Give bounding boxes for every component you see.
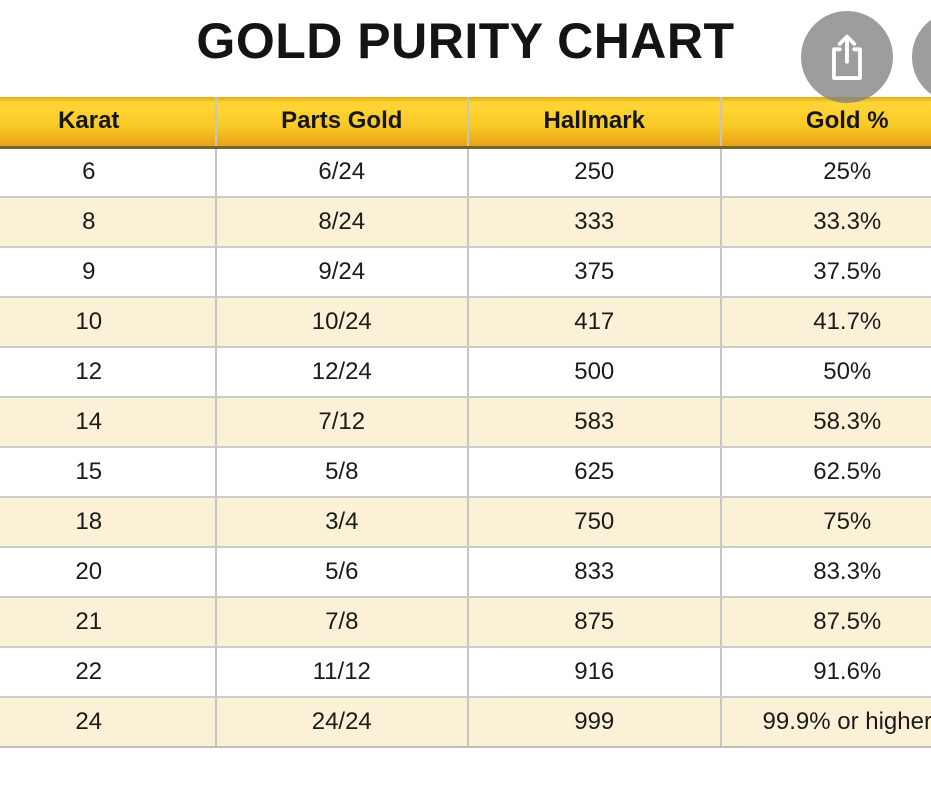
cell-karat: 12	[0, 347, 216, 398]
column-header-hallmark: Hallmark	[467, 97, 721, 149]
cell-parts-gold: 10/24	[214, 297, 468, 348]
cell-hallmark: 583	[467, 397, 721, 448]
cell-hallmark: 417	[467, 297, 721, 348]
cell-karat: 22	[0, 647, 216, 698]
gold-purity-table-wrap: Karat Parts Gold Hallmark Gold % 6 6/24 …	[0, 97, 931, 748]
cell-hallmark: 333	[467, 197, 721, 248]
cell-gold-percent: 99.9% or higher	[719, 697, 931, 748]
column-header-karat: Karat	[0, 97, 216, 149]
cell-hallmark: 916	[467, 647, 721, 698]
cell-parts-gold: 9/24	[214, 247, 468, 298]
table-row: 8 8/24 333 33.3%	[0, 197, 931, 248]
cell-karat: 10	[0, 297, 216, 348]
cell-gold-percent: 91.6%	[719, 647, 931, 698]
table-row: 20 5/6 833 83.3%	[0, 547, 931, 598]
gold-purity-table: Karat Parts Gold Hallmark Gold % 6 6/24 …	[0, 97, 931, 748]
page-title: GOLD PURITY CHART	[196, 13, 735, 69]
cell-karat: 8	[0, 197, 216, 248]
table-row: 15 5/8 625 62.5%	[0, 447, 931, 498]
cell-karat: 20	[0, 547, 216, 598]
table-body: 6 6/24 250 25% 8 8/24 333 33.3% 9 9/24 3…	[0, 147, 931, 748]
cell-parts-gold: 3/4	[214, 497, 468, 548]
cell-hallmark: 500	[467, 347, 721, 398]
cell-gold-percent: 33.3%	[719, 197, 931, 248]
cell-gold-percent: 25%	[719, 147, 931, 198]
table-row: 6 6/24 250 25%	[0, 147, 931, 198]
cell-karat: 18	[0, 497, 216, 548]
cell-parts-gold: 6/24	[214, 147, 468, 198]
table-row: 12 12/24 500 50%	[0, 347, 931, 398]
cell-gold-percent: 75%	[719, 497, 931, 548]
cell-parts-gold: 12/24	[214, 347, 468, 398]
cell-hallmark: 375	[467, 247, 721, 298]
cell-karat: 14	[0, 397, 216, 448]
share-button[interactable]	[801, 11, 893, 103]
cell-hallmark: 750	[467, 497, 721, 548]
table-row: 9 9/24 375 37.5%	[0, 247, 931, 298]
cell-karat: 21	[0, 597, 216, 648]
cell-hallmark: 250	[467, 147, 721, 198]
cell-parts-gold: 5/6	[214, 547, 468, 598]
column-header-parts-gold: Parts Gold	[214, 97, 468, 149]
cell-gold-percent: 58.3%	[719, 397, 931, 448]
cell-karat: 15	[0, 447, 216, 498]
table-row: 21 7/8 875 87.5%	[0, 597, 931, 648]
cell-gold-percent: 37.5%	[719, 247, 931, 298]
cell-karat: 6	[0, 147, 216, 198]
cell-gold-percent: 83.3%	[719, 547, 931, 598]
share-icon	[832, 34, 862, 80]
cell-hallmark: 625	[467, 447, 721, 498]
cell-karat: 9	[0, 247, 216, 298]
table-row: 10 10/24 417 41.7%	[0, 297, 931, 348]
table-row: 18 3/4 750 75%	[0, 497, 931, 548]
cell-gold-percent: 41.7%	[719, 297, 931, 348]
table-row: 24 24/24 999 99.9% or higher	[0, 697, 931, 748]
cell-parts-gold: 24/24	[214, 697, 468, 748]
cell-parts-gold: 11/12	[214, 647, 468, 698]
cell-gold-percent: 62.5%	[719, 447, 931, 498]
cell-parts-gold: 7/8	[214, 597, 468, 648]
cell-hallmark: 999	[467, 697, 721, 748]
table-header-row: Karat Parts Gold Hallmark Gold %	[0, 97, 931, 149]
table-header: Karat Parts Gold Hallmark Gold %	[0, 97, 931, 149]
cell-gold-percent: 87.5%	[719, 597, 931, 648]
table-row: 14 7/12 583 58.3%	[0, 397, 931, 448]
cell-hallmark: 875	[467, 597, 721, 648]
cell-hallmark: 833	[467, 547, 721, 598]
cell-parts-gold: 5/8	[214, 447, 468, 498]
cell-parts-gold: 8/24	[214, 197, 468, 248]
cell-parts-gold: 7/12	[214, 397, 468, 448]
cell-karat: 24	[0, 697, 216, 748]
cell-gold-percent: 50%	[719, 347, 931, 398]
column-header-gold-percent: Gold %	[719, 97, 931, 149]
table-row: 22 11/12 916 91.6%	[0, 647, 931, 698]
